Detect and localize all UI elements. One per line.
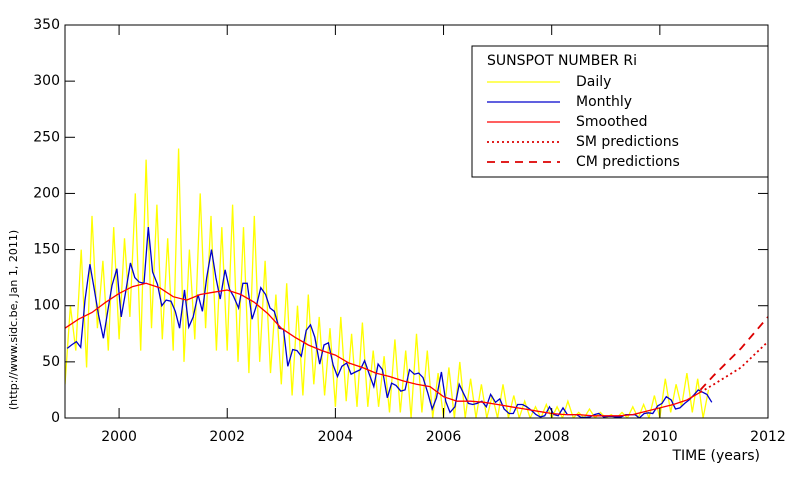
y-tick-label: 250 — [33, 129, 60, 145]
x-tick-label: 2004 — [318, 429, 354, 445]
series-line — [699, 340, 768, 393]
y-tick-label: 150 — [33, 242, 60, 258]
series-line — [66, 227, 713, 418]
source-note: (http://www.sidc.be, Jan 1, 2011) — [7, 230, 20, 410]
legend-label: SM predictions — [576, 134, 679, 150]
y-tick-label: 300 — [33, 73, 60, 89]
y-tick-label: 200 — [33, 185, 60, 201]
x-tick-label: 2006 — [426, 429, 462, 445]
legend-title: SUNSPOT NUMBER Ri — [487, 53, 637, 69]
x-tick-label: 2008 — [534, 429, 570, 445]
x-axis-label: TIME (years) — [671, 448, 760, 464]
legend-box — [471, 45, 769, 178]
y-tick-label: 0 — [51, 410, 60, 426]
x-tick-label: 2002 — [209, 429, 245, 445]
series-line — [65, 282, 701, 417]
x-tick-label: 2000 — [101, 429, 137, 445]
legend-label: Smoothed — [576, 114, 648, 130]
plot-frame — [64, 24, 769, 419]
x-tick-label: 2010 — [642, 429, 678, 445]
y-tick-label: 100 — [33, 298, 60, 314]
y-tick-label: 350 — [33, 17, 60, 33]
y-tick-label: 50 — [42, 354, 60, 370]
series-line — [65, 148, 710, 418]
legend-label: CM predictions — [576, 154, 680, 170]
legend-label: Daily — [576, 74, 611, 90]
x-tick-label: 2012 — [750, 429, 786, 445]
legend-label: Monthly — [576, 94, 632, 110]
